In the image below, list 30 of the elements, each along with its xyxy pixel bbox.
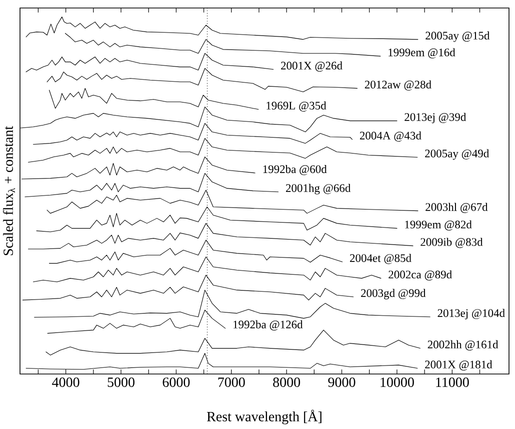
x-tick-label: 10000	[380, 378, 414, 387]
x-tick-label: 4000	[52, 378, 80, 387]
x-axis-title: Rest wavelength [Å]	[206, 410, 322, 424]
series-label: 2005ay @49d	[425, 149, 490, 160]
series-label: 2005ay @15d	[426, 31, 490, 42]
x-tick-label: 8000	[273, 378, 300, 387]
series-label: 2003gd @99d	[361, 288, 426, 300]
series-label: 2002hh @161d	[428, 340, 498, 350]
x-tick-label: 11000	[436, 378, 469, 387]
series-label: 2001hg @66d	[286, 184, 351, 194]
series-label: 2002ca @89d	[388, 270, 452, 280]
series-label: 1999em @82d	[405, 220, 472, 230]
series-label: 2003hl @67d	[426, 202, 488, 214]
series-label: 2013ej @104d	[438, 308, 505, 320]
series-label: 2004et @85d	[350, 254, 412, 264]
series-label: 1992ba @126d	[234, 320, 303, 330]
x-tick-label: 6000	[162, 378, 190, 387]
x-tick-label: 7000	[218, 378, 245, 387]
series-label: 2009ib @83d	[420, 238, 483, 248]
series-label: 1969L @35d	[266, 101, 326, 112]
y-axis-title: Scaled flux$_{λ}$ + constant	[2, 126, 15, 256]
series-label: 2004A @43d	[360, 131, 422, 142]
series-label: 2012aw @28d	[364, 80, 432, 91]
series-label: 1992ba @60d	[263, 164, 327, 176]
legend-label: 2001X @181d	[425, 360, 492, 370]
series-label: 1999em @16d	[388, 48, 456, 58]
x-tick-label: 5000	[108, 378, 134, 387]
x-tick-label: 9000	[328, 378, 356, 387]
series-label: 2013ej @39d	[404, 112, 466, 124]
series-label: 2001X @26d	[281, 61, 342, 72]
